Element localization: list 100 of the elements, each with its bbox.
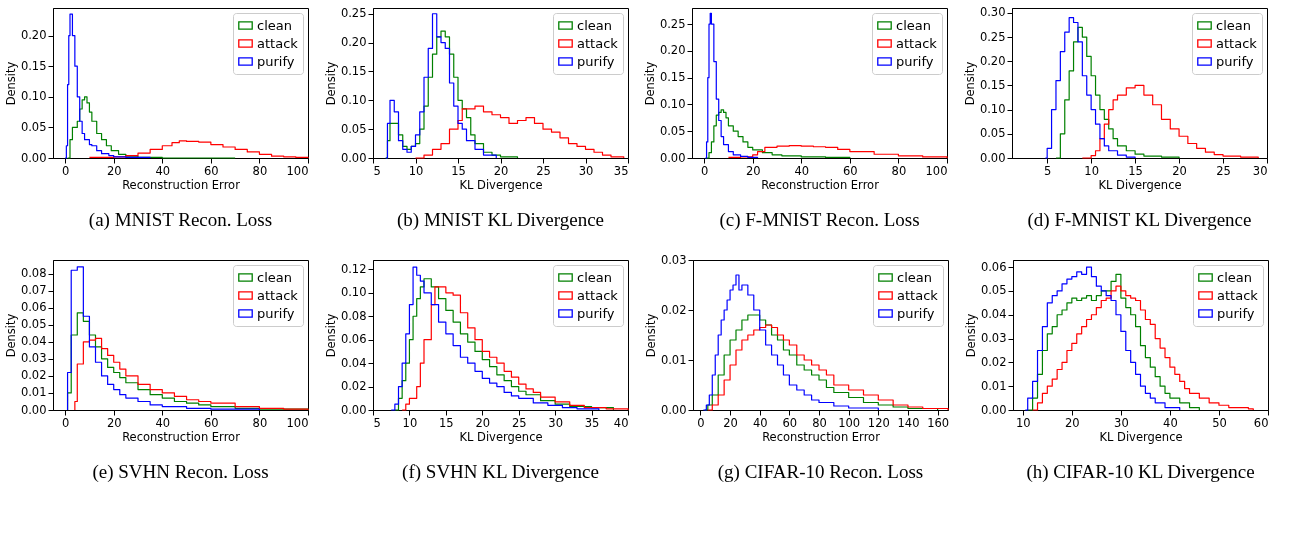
x-axis-title: KL Divergence xyxy=(1099,430,1183,444)
x-tick-label: 25 xyxy=(511,415,527,430)
text: (h) CIFAR-10 KL Divergence xyxy=(1026,461,1255,483)
y-tick-label: 0.05 xyxy=(979,126,1006,141)
y-tick-label: 0.06 xyxy=(20,300,47,315)
x-tick-label: 30 xyxy=(548,415,563,430)
x-tick-label: 50 xyxy=(1212,415,1227,430)
y-axis-title: Density xyxy=(963,313,978,358)
legend-label: attack xyxy=(257,35,299,51)
x-tick-label: 60 xyxy=(1253,415,1269,430)
legend-label: clean xyxy=(897,269,932,285)
x-tick-label: 20 xyxy=(1172,163,1187,178)
legend-label: attack xyxy=(257,287,299,303)
y-tick-label: 0.25 xyxy=(659,16,686,31)
legend-label: purify xyxy=(257,53,295,69)
y-tick-label: 0.03 xyxy=(660,252,687,267)
x-axis-title: KL Divergence xyxy=(459,178,543,192)
x-tick-label: 40 xyxy=(752,415,768,430)
legend-label: attack xyxy=(897,287,939,303)
x-tick-label: 60 xyxy=(204,163,219,178)
x-tick-label: 30 xyxy=(1252,163,1268,178)
y-tick-label: 0.10 xyxy=(340,92,367,107)
x-tick-label: 40 xyxy=(613,415,629,430)
y-tick-label: 0.05 xyxy=(20,317,47,332)
x-tick-label: 120 xyxy=(867,415,890,430)
text: (f) SVHN KL Divergence xyxy=(402,461,599,483)
y-tick-label: 0.05 xyxy=(659,123,686,138)
x-tick-label: 10 xyxy=(402,415,418,430)
y-tick-label: 0.01 xyxy=(980,378,1007,393)
x-tick-label: 100 xyxy=(286,163,309,178)
legend-label: clean xyxy=(257,17,292,33)
y-tick-label: 0.25 xyxy=(979,29,1006,44)
text: (c) F-MNIST Recon. Loss xyxy=(719,209,920,231)
legend-label: clean xyxy=(257,269,292,285)
legend-label: purify xyxy=(1216,53,1254,69)
x-tick-label: 5 xyxy=(1044,163,1052,178)
x-tick-label: 35 xyxy=(613,163,629,178)
x-tick-label: 5 xyxy=(373,415,381,430)
legend-label: purify xyxy=(577,53,615,69)
x-tick-label: 20 xyxy=(723,415,738,430)
x-tick-label: 0 xyxy=(697,415,705,430)
y-tick-label: 0.04 xyxy=(20,334,47,349)
y-tick-label: 0.08 xyxy=(340,308,367,323)
x-tick-label: 20 xyxy=(475,415,491,430)
y-tick-label: 0.25 xyxy=(340,6,367,21)
y-tick-label: 0.05 xyxy=(980,283,1007,298)
legend-label: purify xyxy=(1217,305,1255,321)
y-axis-title: Density xyxy=(962,61,977,106)
x-tick-label: 20 xyxy=(493,163,509,178)
y-tick-label: 0.20 xyxy=(659,43,686,58)
x-tick-label: 15 xyxy=(439,415,454,430)
y-axis-title: Density xyxy=(642,61,657,106)
x-tick-label: 60 xyxy=(843,163,858,178)
x-tick-label: 140 xyxy=(897,415,920,430)
legend-label: attack xyxy=(1216,35,1258,51)
y-tick-label: 0.02 xyxy=(660,302,687,317)
x-tick-label: 0 xyxy=(700,163,709,178)
y-tick-label: 0.10 xyxy=(20,89,47,104)
y-tick-label: 0.10 xyxy=(340,285,367,300)
x-tick-label: 30 xyxy=(578,163,594,178)
y-tick-label: 0.01 xyxy=(660,352,687,367)
x-tick-label: 20 xyxy=(106,163,122,178)
y-tick-label: 0.30 xyxy=(979,5,1006,20)
x-tick-label: 40 xyxy=(155,163,171,178)
y-tick-label: 0.00 xyxy=(980,402,1007,417)
x-tick-label: 15 xyxy=(451,163,466,178)
y-tick-label: 0.07 xyxy=(20,283,47,298)
y-tick-label: 0.10 xyxy=(979,102,1006,117)
x-tick-label: 80 xyxy=(812,415,827,430)
y-tick-label: 0.15 xyxy=(979,77,1006,92)
legend-label: clean xyxy=(577,17,612,33)
y-tick-label: 0.00 xyxy=(20,150,47,165)
text: (b) MNIST KL Divergence xyxy=(396,209,605,231)
y-tick-label: 0.10 xyxy=(659,96,686,111)
legend-label: purify xyxy=(897,305,935,321)
y-tick-label: 0.00 xyxy=(340,150,367,165)
x-tick-label: 20 xyxy=(745,163,761,178)
y-tick-label: 0.01 xyxy=(20,385,47,400)
legend-label: clean xyxy=(896,17,931,33)
x-tick-label: 10 xyxy=(408,163,424,178)
y-tick-label: 0.20 xyxy=(979,53,1006,68)
legend-label: attack xyxy=(577,35,619,51)
y-tick-label: 0.12 xyxy=(340,261,367,276)
x-tick-label: 100 xyxy=(925,163,948,178)
x-tick-label: 40 xyxy=(794,163,810,178)
y-tick-label: 0.02 xyxy=(980,354,1007,369)
y-tick-label: 0.15 xyxy=(20,58,47,73)
y-tick-label: 0.06 xyxy=(980,259,1007,274)
y-tick-label: 0.03 xyxy=(980,331,1007,346)
y-tick-label: 0.02 xyxy=(340,379,367,394)
x-axis-title: Reconstruction Error xyxy=(122,430,241,444)
y-tick-label: 0.02 xyxy=(20,368,47,383)
x-tick-label: 100 xyxy=(286,415,309,430)
legend-label: attack xyxy=(577,287,619,303)
x-tick-label: 25 xyxy=(536,163,551,178)
legend-label: clean xyxy=(1217,269,1252,285)
x-tick-label: 20 xyxy=(1065,415,1080,430)
x-tick-label: 80 xyxy=(252,163,268,178)
x-tick-label: 20 xyxy=(106,415,122,430)
y-tick-label: 0.00 xyxy=(659,150,686,165)
